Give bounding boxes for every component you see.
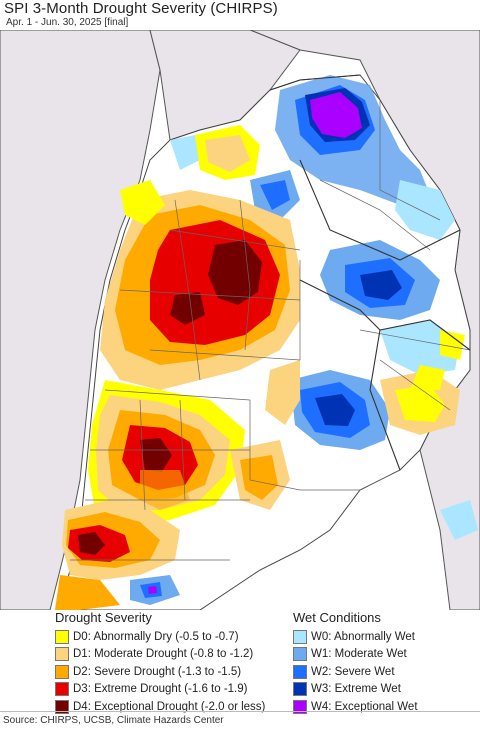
legend-label-w1: W1: Moderate Wet [311,648,407,661]
drought-legend-heading: Drought Severity [55,610,152,625]
country-borders [269,74,471,471]
wet-legend-heading: Wet Conditions [293,610,381,625]
footer-divider [0,711,480,712]
legend-label-w4: W4: Exceptional Wet [311,700,418,713]
legend-swatch-w1 [293,647,307,662]
legend-item-w2: W2: Severe Wet [293,663,418,681]
map-subtitle: Apr. 1 - Jun. 30, 2025 [final] [6,17,129,28]
legend-swatch-d1 [55,647,69,662]
legend-label-w2: W2: Severe Wet [311,665,395,678]
legend-label-d3: D3: Extreme Drought (-1.6 to -1.9) [73,683,248,696]
legend-item-w0: W0: Abnormally Wet [293,628,418,646]
legend-item-d2: D2: Severe Drought (-1.3 to -1.5) [55,663,265,681]
legend-label-d0: D0: Abnormally Dry (-0.5 to -0.7) [73,630,239,643]
legend-item-w4: W4: Exceptional Wet [293,698,418,716]
legend-swatch-d2 [55,664,69,679]
legend-swatch-d4 [55,699,69,714]
drought-map [0,30,480,610]
legend: Drought Severity D0: Abnormally Dry (-0.… [0,610,480,714]
admin-borders [70,100,471,561]
legend-item-d0: D0: Abnormally Dry (-0.5 to -0.7) [55,628,265,646]
map-title: SPI 3-Month Drought Severity (CHIRPS) [4,0,278,17]
legend-swatch-w4 [293,699,307,714]
wet-legend: Wet Conditions W0: Abnormally Wet W1: Mo… [293,610,418,716]
legend-item-w3: W3: Extreme Wet [293,681,418,699]
legend-label-d4: D4: Exceptional Drought (-2.0 or less) [73,700,266,713]
legend-item-d4: D4: Exceptional Drought (-2.0 or less) [55,698,265,716]
drought-legend: Drought Severity D0: Abnormally Dry (-0.… [55,610,265,716]
legend-item-w1: W1: Moderate Wet [293,646,418,664]
legend-swatch-w0 [293,629,307,644]
legend-swatch-w2 [293,664,307,679]
chile-land [0,30,161,610]
legend-swatch-d0 [55,629,69,644]
legend-swatch-d3 [55,682,69,697]
legend-swatch-w3 [293,682,307,697]
legend-item-d3: D3: Extreme Drought (-1.6 to -1.9) [55,681,265,699]
source-credit: Source: CHIRPS, UCSB, Climate Hazards Ce… [3,715,224,726]
legend-label-w3: W3: Extreme Wet [311,683,401,696]
legend-label-d1: D1: Moderate Drought (-0.8 to -1.2) [73,648,254,661]
legend-item-d1: D1: Moderate Drought (-0.8 to -1.2) [55,646,265,664]
legend-label-w0: W0: Abnormally Wet [311,630,415,643]
legend-label-d2: D2: Severe Drought (-1.3 to -1.5) [73,665,242,678]
